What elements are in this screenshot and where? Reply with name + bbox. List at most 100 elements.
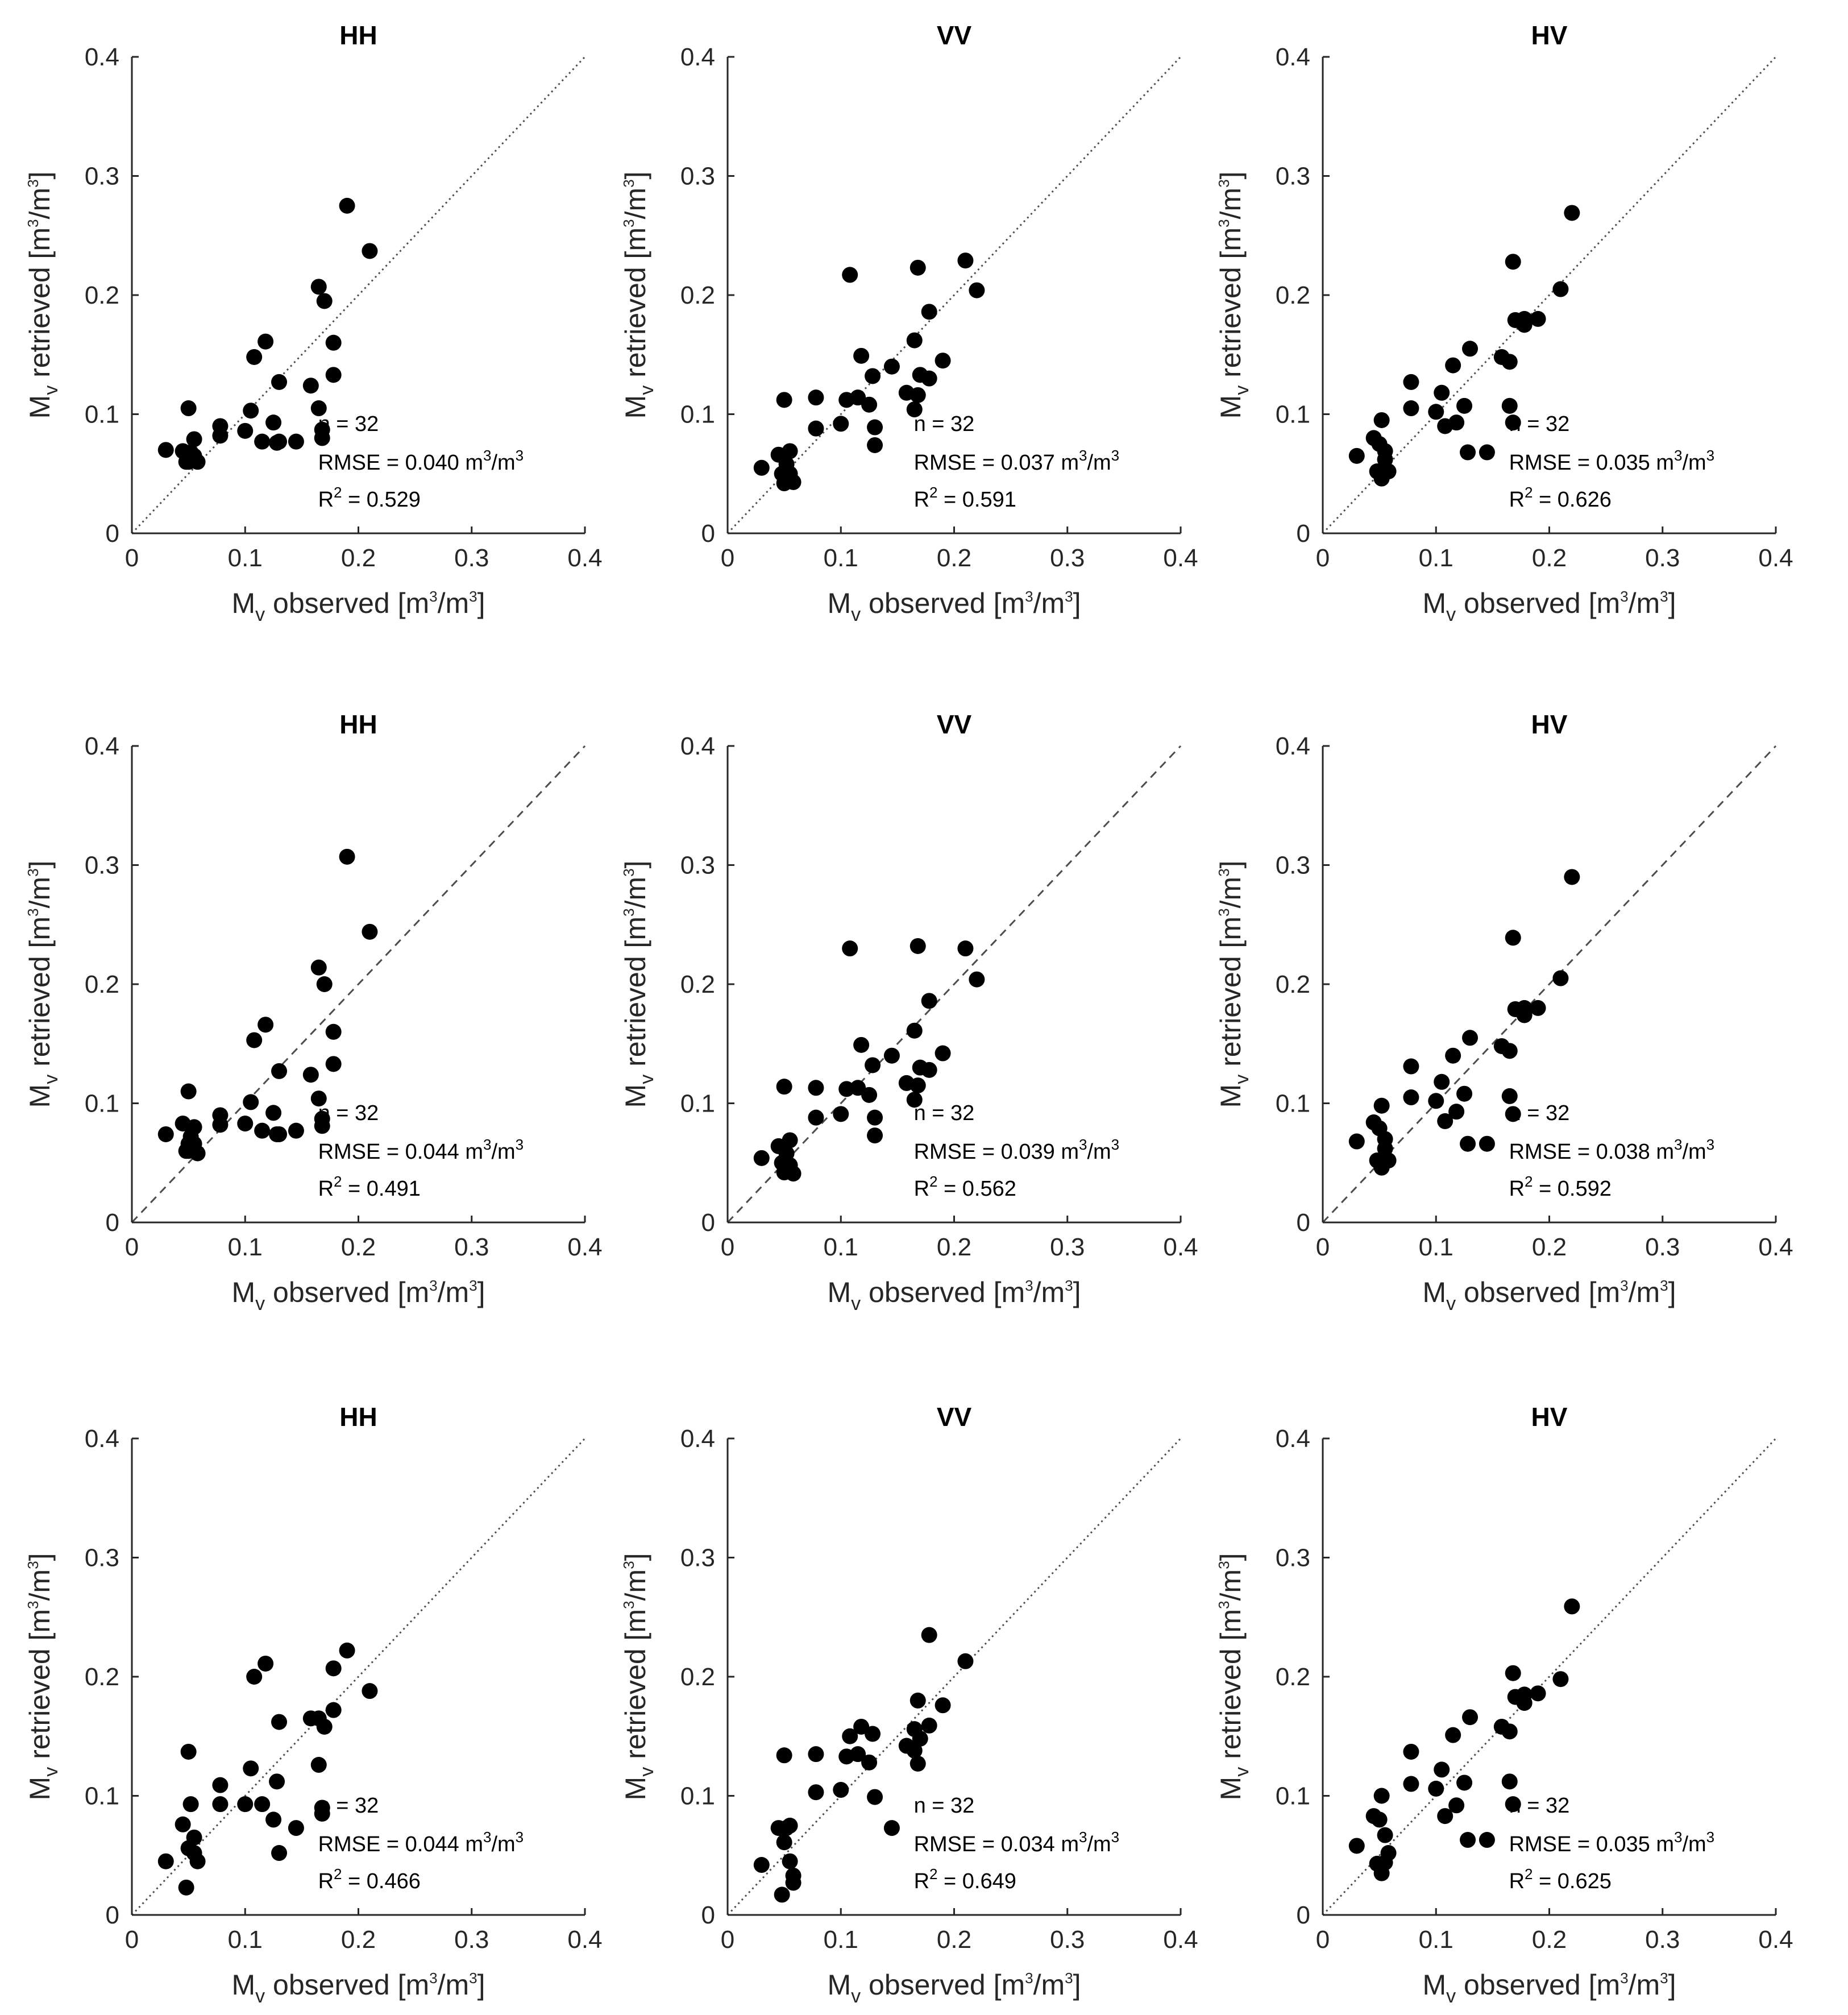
y-label-unit: /m (1215, 188, 1247, 219)
data-point (776, 1834, 792, 1851)
y-tick-label: 0.3 (85, 163, 119, 190)
rmse-label: RMSE = (914, 1140, 1001, 1164)
rmse-value: 0.039 (1001, 1140, 1055, 1164)
superscript: 2 (929, 484, 937, 501)
data-point (808, 420, 824, 437)
data-point (1348, 1133, 1365, 1150)
rmse-label: RMSE = (914, 451, 1001, 475)
superscript: 3 (24, 908, 41, 916)
data-point (1445, 1727, 1461, 1743)
superscript: 3 (483, 447, 491, 464)
x-tick-label: 0.2 (1532, 1926, 1567, 1954)
data-point (1505, 1106, 1521, 1122)
panel-title: VV (937, 1402, 972, 1432)
superscript: 3 (1215, 908, 1232, 916)
y-tick-label: 0 (701, 520, 715, 548)
superscript: 3 (516, 1829, 524, 1846)
x-tick-label: 0 (125, 1926, 139, 1954)
superscript: 3 (516, 1136, 524, 1153)
data-point (906, 332, 923, 349)
superscript: 3 (1111, 1829, 1119, 1846)
x-tick-label: 0 (1316, 1926, 1330, 1954)
data-point (1428, 404, 1444, 420)
y-tick-label: 0.1 (680, 401, 715, 429)
data-point (910, 938, 926, 954)
superscript: 2 (929, 1865, 937, 1883)
panel-5: 00 0.1 0.1 0.2 0.2 0.3 0.3 0.4 0.4 VV n = 32 RMSE =… (620, 710, 1198, 1315)
data-point (339, 197, 355, 214)
x-tick-label: 0.2 (937, 1926, 971, 1954)
stat-r2: R2 = 0.649 (914, 1865, 1016, 1893)
data-point (910, 259, 926, 276)
data-point (237, 1116, 254, 1132)
data-point (883, 1047, 900, 1064)
data-point (325, 1660, 342, 1677)
rmse-unit: /m (491, 451, 515, 475)
x-label-unit: /m (1629, 1969, 1660, 2001)
x-label-unit: /m (1033, 1969, 1065, 2001)
y-tick-label: 0.1 (680, 1782, 715, 1810)
reference-line (726, 56, 1182, 534)
stat-rmse: RMSE = 0.038 m3/m3 (1509, 1136, 1715, 1164)
x-tick-label: 0.3 (1645, 1233, 1680, 1261)
data-point (853, 1036, 870, 1053)
y-label-main: M (1215, 1084, 1247, 1108)
data-point (1501, 1723, 1518, 1740)
data-point (1428, 1093, 1444, 1109)
x-tick-label: 0.2 (341, 1233, 376, 1261)
superscript: 3 (1079, 1829, 1087, 1846)
data-point (212, 428, 229, 444)
x-tick-label: 0.4 (567, 544, 602, 572)
x-tick-label: 0 (1316, 544, 1330, 572)
rmse-unit: /m (1682, 451, 1706, 475)
data-point (753, 459, 770, 476)
rmse-unit: m (459, 451, 483, 475)
r2-label: R (1509, 488, 1525, 512)
data-point (912, 1730, 928, 1747)
data-point (178, 1879, 194, 1896)
data-point (776, 392, 792, 408)
x-label-subscript: v (1446, 1293, 1456, 1315)
data-point (921, 304, 937, 320)
y-axis-label: Mv retrieved [m3/m3] (620, 172, 658, 419)
y-tick-label: 0.2 (1276, 1663, 1310, 1691)
x-axis-label: Mv observed [m3/m3] (827, 587, 1081, 625)
data-point (782, 1817, 798, 1834)
data-point (808, 1746, 824, 1763)
data-point (1377, 443, 1393, 459)
r2-value: 0.591 (962, 488, 1016, 512)
superscript: 2 (1525, 1173, 1533, 1190)
x-tick-label: 0 (721, 1926, 734, 1954)
y-tick-label: 0.2 (85, 281, 119, 309)
rmse-unit: /m (1682, 1832, 1706, 1856)
y-tick-label: 0.3 (680, 852, 715, 880)
data-point (853, 347, 870, 364)
y-label-text: retrieved [m (24, 1609, 56, 1767)
r2-value: 0.649 (962, 1869, 1016, 1893)
stat-r2: R2 = 0.591 (914, 484, 1016, 512)
panel-title: HH (339, 710, 377, 739)
panel-2: 00 0.1 0.1 0.2 0.2 0.3 0.3 0.4 0.4 VV n = 32 RMSE =… (620, 20, 1198, 625)
r2-value: 0.491 (367, 1177, 421, 1201)
y-label-text: retrieved [m (620, 227, 651, 385)
y-label-main: M (24, 395, 56, 419)
y-label-main: M (1215, 395, 1247, 419)
panel-title: VV (937, 20, 972, 50)
data-point (1460, 444, 1476, 461)
y-label-text: retrieved [m (1215, 227, 1247, 385)
x-label-text: observed [m (265, 1276, 429, 1308)
data-point (753, 1150, 770, 1166)
stat-rmse: RMSE = 0.035 m3/m3 (1509, 1829, 1715, 1856)
data-point (1437, 1808, 1454, 1825)
data-point (906, 1092, 923, 1108)
y-label-unit: /m (24, 877, 56, 909)
data-point (362, 923, 378, 940)
data-point (1434, 1761, 1450, 1778)
x-label-text: observed [m (861, 1969, 1025, 2001)
y-label-subscript: v (1231, 1767, 1253, 1777)
rmse-unit: /m (1087, 451, 1111, 475)
data-point (271, 1714, 288, 1730)
superscript: 3 (1620, 1277, 1628, 1294)
reference-line (131, 1437, 586, 1916)
